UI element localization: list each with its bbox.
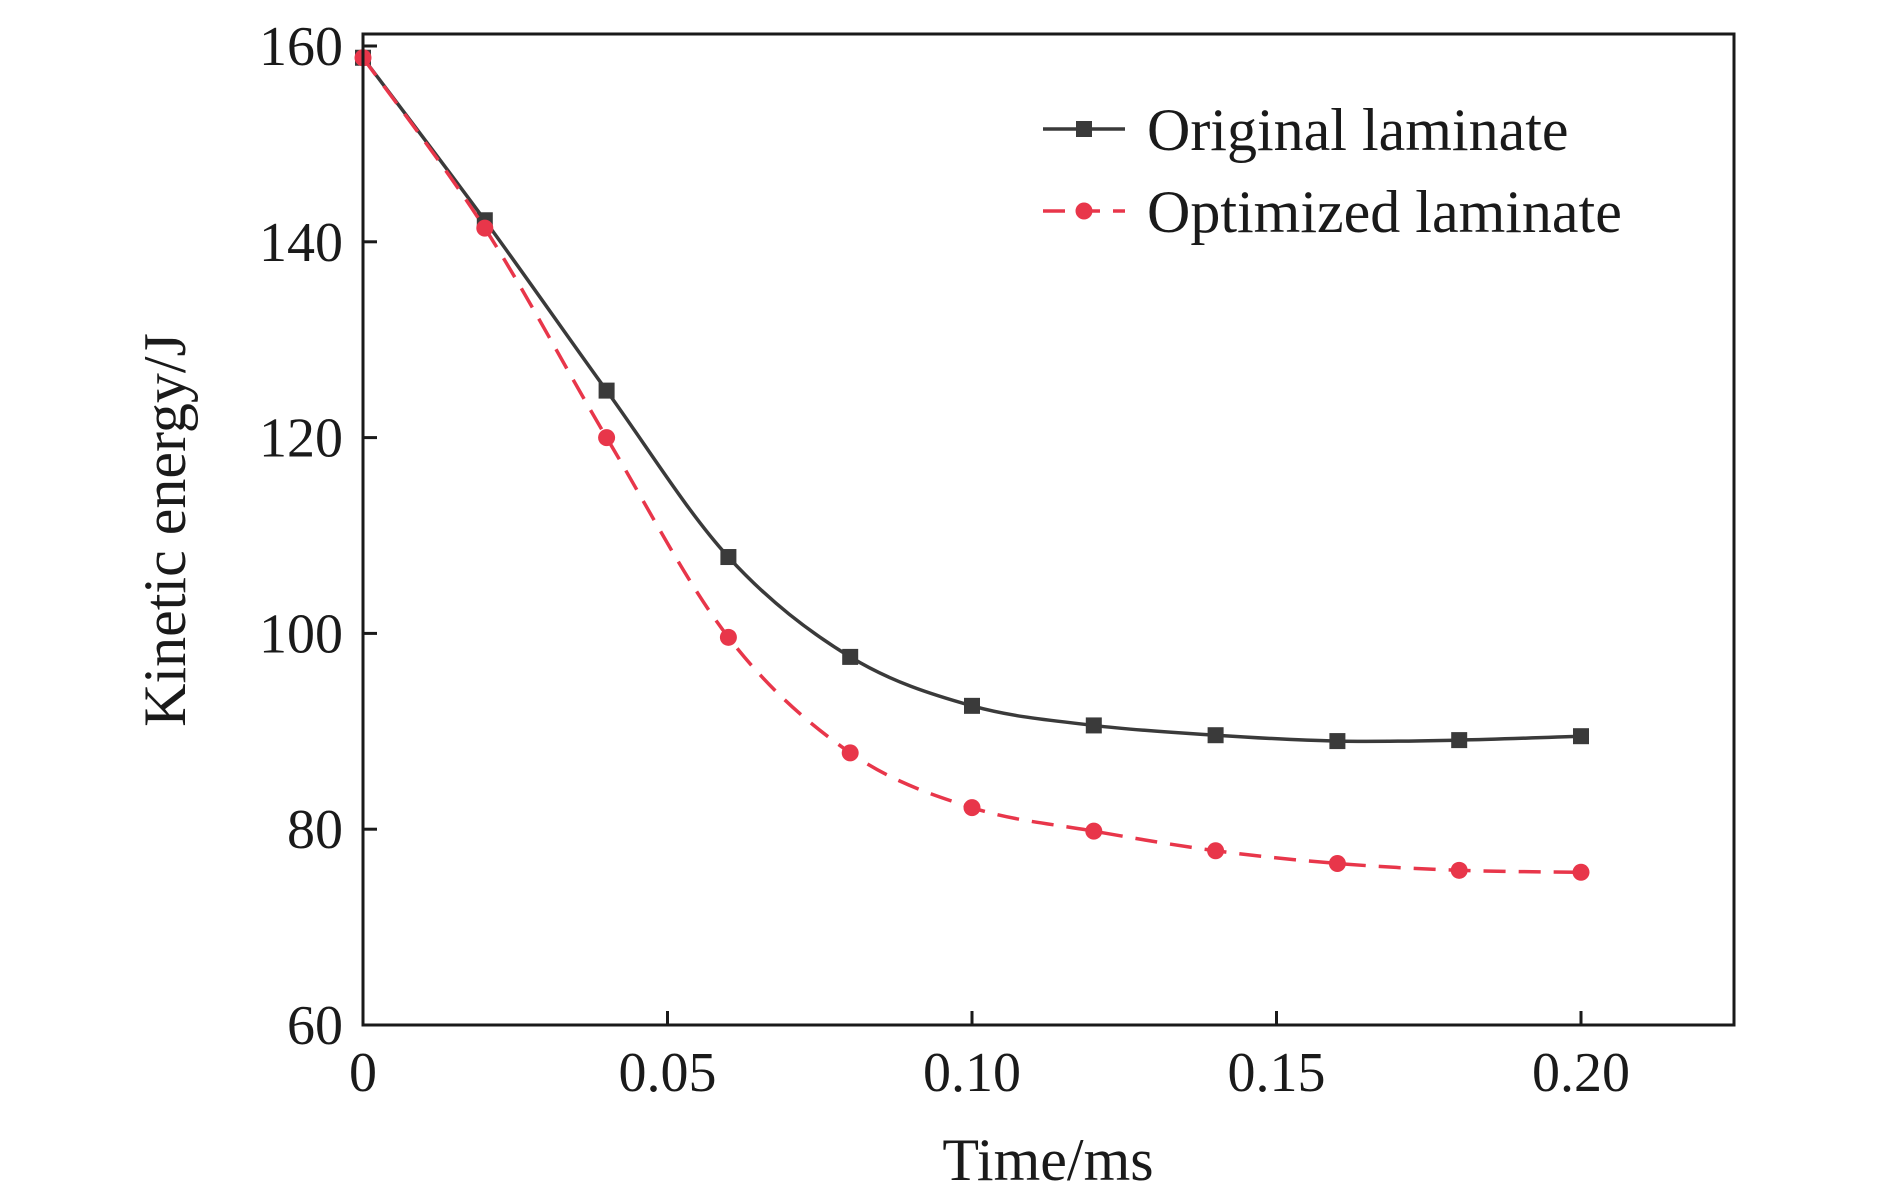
original-laminate-point: [1207, 727, 1224, 744]
optimized-laminate-point: [963, 799, 981, 817]
y-tick-label: 120: [259, 408, 343, 470]
y-tick-label: 80: [287, 799, 343, 861]
optimized-laminate-point: [1328, 854, 1346, 872]
optimized-laminate-point: [1450, 861, 1468, 879]
y-tick-label: 160: [259, 16, 343, 78]
x-axis-title: Time/ms: [942, 1127, 1153, 1193]
x-tick-label: 0.05: [619, 1042, 717, 1104]
y-tick-label: 100: [259, 603, 343, 665]
legend: Original laminate Optimized laminate: [1043, 97, 1622, 245]
optimized-laminate-point: [1207, 842, 1225, 860]
x-tick-label: 0.10: [923, 1042, 1021, 1104]
legend-marker-original-laminate: [1076, 121, 1092, 137]
optimized-laminate-point: [598, 429, 616, 447]
optimized-laminate-point: [719, 628, 737, 646]
original-laminate-point: [1085, 717, 1102, 734]
original-laminate-point: [1329, 733, 1346, 750]
series-layer: [354, 49, 1590, 881]
optimized-laminate-point: [1085, 822, 1103, 840]
original-laminate-point: [964, 697, 980, 714]
labels-layer: 0 0.05 0.10 0.15 0.20 60 80 100 120 140 160: [259, 16, 1630, 1104]
y-axis-title: Kinetic energy/J: [132, 333, 198, 727]
legend-label-original-laminate: Original laminate: [1147, 97, 1569, 163]
original-laminate-point: [842, 648, 859, 665]
y-tick-label: 60: [287, 995, 343, 1057]
x-tick-label: 0.15: [1228, 1042, 1326, 1104]
legend-label-optimized-laminate: Optimized laminate: [1147, 179, 1622, 245]
y-tick-label: 140: [259, 212, 343, 274]
optimized-laminate-line: [361, 56, 1582, 875]
original-laminate-point: [1573, 728, 1589, 745]
optimized-laminate-point: [841, 744, 859, 762]
optimized-laminate-point: [1572, 863, 1590, 881]
original-laminate-line: [361, 56, 1582, 744]
plot-frame: [361, 32, 1736, 1027]
x-tick-label: 0.20: [1532, 1042, 1630, 1104]
legend-marker-optimized-laminate: [1075, 202, 1093, 220]
original-laminate-point: [1451, 732, 1468, 749]
original-laminate-point: [720, 549, 737, 566]
optimized-laminate-point: [476, 219, 494, 237]
original-laminate-point: [598, 382, 615, 399]
x-tick-label: 0: [349, 1042, 377, 1104]
